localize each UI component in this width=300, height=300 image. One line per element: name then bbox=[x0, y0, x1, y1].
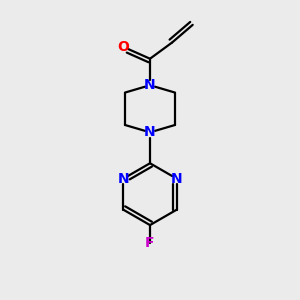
Text: O: O bbox=[118, 40, 129, 54]
Text: N: N bbox=[144, 78, 156, 92]
Text: N: N bbox=[117, 172, 129, 186]
Text: F: F bbox=[145, 236, 155, 250]
Text: N: N bbox=[171, 172, 183, 186]
Text: N: N bbox=[144, 125, 156, 139]
